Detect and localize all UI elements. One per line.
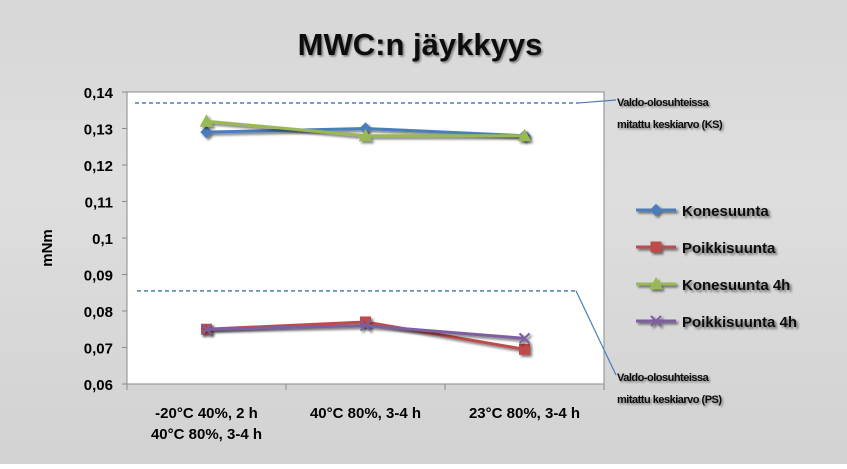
reference-leader-line xyxy=(578,99,617,104)
y-tick-label: 0,11 xyxy=(85,195,113,212)
data-point xyxy=(649,203,663,217)
reference-label: mitattu keskiarvo (KS) xyxy=(617,119,723,131)
data-point xyxy=(517,128,532,142)
chart-title: MWC:n jäykkyys xyxy=(298,27,543,62)
legend-label: Poikkisuunta 4h xyxy=(682,314,797,331)
legend-item: Poikkisuunta 4h xyxy=(636,314,797,331)
x-tick-label: 40°C 80%, 3-4 h xyxy=(151,426,262,443)
y-tick-label: 0,13 xyxy=(84,122,113,139)
data-point xyxy=(519,343,530,355)
y-tick-label: 0,08 xyxy=(84,304,113,321)
data-point xyxy=(200,125,213,139)
data-point xyxy=(650,315,662,327)
y-axis: 0,06 0,07 0,08 0,09 0,1 0,11 0,12 0,13 0,14 xyxy=(84,85,127,394)
data-point xyxy=(650,241,662,253)
y-axis-label: mNm xyxy=(39,229,56,267)
reference-lines: Valdo-olosuhteissa mitattu keskiarvo (KS)… xyxy=(135,97,723,406)
reference-label: Valdo-olosuhteissa xyxy=(617,97,710,109)
legend-item: Konesuunta xyxy=(636,203,769,220)
legend-label: Poikkisuunta xyxy=(682,240,776,257)
legend-label: Konesuunta 4h xyxy=(682,277,790,294)
data-point xyxy=(649,276,663,290)
reference-label: Valdo-olosuhteissa xyxy=(617,372,710,384)
series-group xyxy=(199,114,532,355)
data-point xyxy=(199,114,214,127)
y-tick-label: 0,07 xyxy=(84,341,113,358)
legend-item: Poikkisuunta xyxy=(636,240,776,257)
x-tick-label: 40°C 80%, 3-4 h xyxy=(310,405,421,422)
y-tick-label: 0,1 xyxy=(92,231,113,248)
data-point xyxy=(359,319,372,332)
reference-label: mitattu keskiarvo (PS) xyxy=(617,394,722,406)
x-axis: -20°C 40%, 2 h 40°C 80%, 3-4 h 40°C 80%, 3… xyxy=(126,384,605,443)
y-tick-label: 0,06 xyxy=(84,377,113,394)
reference-leader-line xyxy=(575,290,617,376)
x-tick-label: -20°C 40%, 2 h xyxy=(155,405,258,422)
legend: Konesuunta Poikkisuunta Konesuunta 4h Poikk… xyxy=(636,203,797,331)
data-point xyxy=(518,332,531,345)
legend-label: Konesuunta xyxy=(682,203,769,220)
series-poikkisuunta-4h xyxy=(200,319,531,345)
y-tick-label: 0,14 xyxy=(84,85,114,102)
data-point xyxy=(200,323,213,335)
legend-item: Konesuunta 4h xyxy=(636,276,790,294)
y-tick-label: 0,09 xyxy=(84,268,113,285)
y-tick-label: 0,12 xyxy=(84,158,113,175)
x-tick-label: 23°C 80%, 3-4 h xyxy=(469,405,580,422)
data-point xyxy=(358,128,373,142)
series-konesuunta-4h xyxy=(199,114,532,142)
